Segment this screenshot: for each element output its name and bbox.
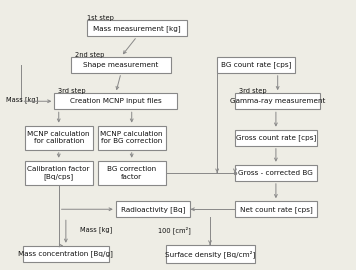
Text: MCNP calculation
for calibration: MCNP calculation for calibration — [27, 131, 90, 144]
Text: 3rd step: 3rd step — [58, 88, 86, 94]
Bar — [98, 126, 166, 150]
Bar — [25, 161, 93, 185]
Bar — [166, 245, 255, 263]
Text: 3rd step: 3rd step — [239, 88, 266, 94]
Text: Net count rate [cps]: Net count rate [cps] — [240, 206, 312, 213]
Text: BG correction
factor: BG correction factor — [107, 166, 156, 180]
Text: MCNP calculation
for BG correction: MCNP calculation for BG correction — [100, 131, 163, 144]
Text: Mass concentration [Bq/g]: Mass concentration [Bq/g] — [19, 251, 113, 257]
Text: Gamma-ray measurement: Gamma-ray measurement — [230, 98, 325, 104]
Text: Gross - corrected BG: Gross - corrected BG — [239, 170, 313, 176]
Text: Mass [kg]: Mass [kg] — [6, 97, 38, 103]
Bar — [71, 57, 171, 73]
Text: Radioactivity [Bq]: Radioactivity [Bq] — [121, 206, 185, 213]
Text: 2nd step: 2nd step — [75, 52, 104, 58]
Text: BG count rate [cps]: BG count rate [cps] — [221, 62, 292, 68]
Bar — [217, 57, 295, 73]
Bar — [235, 201, 317, 217]
Text: 100 [cm²]: 100 [cm²] — [158, 226, 191, 234]
Bar — [23, 246, 109, 262]
Bar — [235, 130, 317, 146]
Text: Surface density [Bq/cm²]: Surface density [Bq/cm²] — [165, 250, 255, 258]
Bar — [87, 20, 187, 36]
Text: Shape measurement: Shape measurement — [83, 62, 159, 68]
Bar — [116, 201, 190, 217]
Bar — [235, 165, 317, 181]
Text: Mass [kg]: Mass [kg] — [80, 227, 112, 233]
Text: 1st step: 1st step — [87, 15, 114, 21]
Text: Mass measurement [kg]: Mass measurement [kg] — [93, 25, 181, 32]
Bar — [98, 161, 166, 185]
Text: Gross count rate [cps]: Gross count rate [cps] — [236, 134, 316, 141]
Text: Creation MCNP input files: Creation MCNP input files — [70, 98, 162, 104]
Bar — [54, 93, 177, 109]
Text: Calibration factor
[Bq/cps]: Calibration factor [Bq/cps] — [27, 166, 90, 180]
Bar — [235, 93, 320, 109]
Bar — [25, 126, 93, 150]
